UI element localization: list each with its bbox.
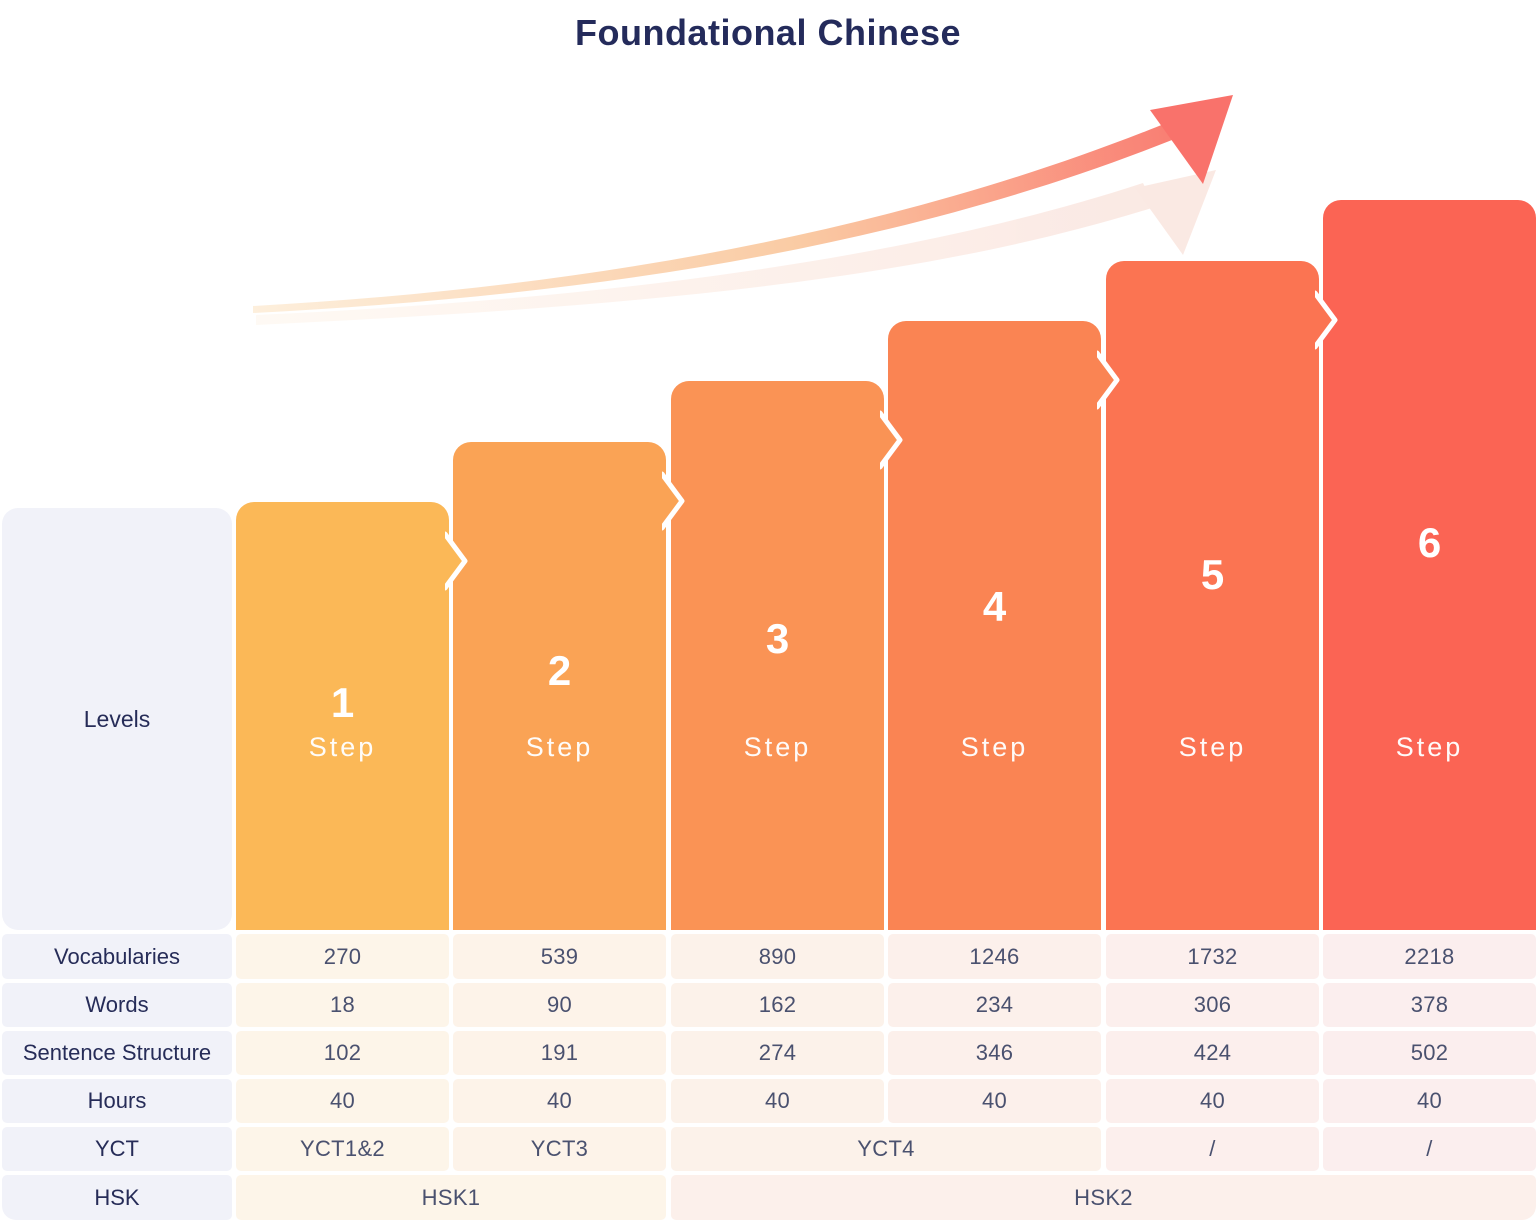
table-cell: 270	[236, 934, 449, 979]
growth-arrow-ghost-icon	[256, 170, 1216, 325]
table-cell: 306	[1106, 983, 1319, 1027]
table-cell: 40	[671, 1079, 884, 1123]
step-bar-4: 4 Step	[888, 321, 1101, 930]
table-cell: 1732	[1106, 934, 1319, 979]
table-cell: 90	[453, 983, 666, 1027]
step-number: 1	[330, 679, 355, 727]
step-bar-6: 6 Step	[1323, 200, 1536, 930]
table-row-label: YCT	[2, 1127, 232, 1171]
table-cell: 40	[453, 1079, 666, 1123]
step-label: Step	[743, 732, 812, 762]
step-label: Step	[1178, 732, 1247, 762]
step-label: Step	[960, 732, 1029, 762]
table-cell: 502	[1323, 1031, 1536, 1075]
table-cell: 40	[888, 1079, 1101, 1123]
table-cell: 1246	[888, 934, 1101, 979]
table-cell: /	[1323, 1127, 1536, 1171]
step-bar-5: 5 Step	[1106, 261, 1319, 930]
table-row-label: Words	[2, 983, 232, 1027]
table-cell: 102	[236, 1031, 449, 1075]
table-cell: YCT3	[453, 1127, 666, 1171]
step-label: Step	[308, 732, 377, 762]
step-bar-1: 1 Step	[236, 502, 449, 930]
table-row-label: HSK	[2, 1175, 232, 1220]
growth-arrow-icon	[253, 95, 1233, 313]
step-number: 2	[547, 647, 572, 695]
levels-panel: Levels	[2, 508, 232, 930]
step-label: Step	[525, 732, 594, 762]
table-cell: 378	[1323, 983, 1536, 1027]
step-bar-3: 3 Step	[671, 381, 884, 930]
table-cell: /	[1106, 1127, 1319, 1171]
table-cell: 191	[453, 1031, 666, 1075]
table-cell: HSK1	[236, 1175, 666, 1220]
step-number: 6	[1417, 519, 1442, 567]
table-cell: YCT1&2	[236, 1127, 449, 1171]
table-cell: HSK2	[671, 1175, 1536, 1220]
table-cell: 18	[236, 983, 449, 1027]
table-cell: 2218	[1323, 934, 1536, 979]
step-number: 5	[1200, 551, 1225, 599]
table-cell: 40	[1323, 1079, 1536, 1123]
step-number: 4	[982, 583, 1007, 631]
table-cell: 234	[888, 983, 1101, 1027]
table-cell: 424	[1106, 1031, 1319, 1075]
table-row-label: Hours	[2, 1079, 232, 1123]
table-cell: 539	[453, 934, 666, 979]
table-cell: 890	[671, 934, 884, 979]
step-bar-2: 2 Step	[453, 442, 666, 930]
levels-label: Levels	[83, 705, 151, 732]
step-number: 3	[765, 615, 790, 663]
page-title: Foundational Chinese	[574, 12, 961, 53]
table-cell: YCT4	[671, 1127, 1101, 1171]
table-cell: 40	[1106, 1079, 1319, 1123]
table-cell: 346	[888, 1031, 1101, 1075]
step-label: Step	[1395, 732, 1464, 762]
table-cell: 40	[236, 1079, 449, 1123]
table-row-label: Sentence Structure	[2, 1031, 232, 1075]
table-row-label: Vocabularies	[2, 934, 232, 979]
table-cell: 274	[671, 1031, 884, 1075]
table-cell: 162	[671, 983, 884, 1027]
